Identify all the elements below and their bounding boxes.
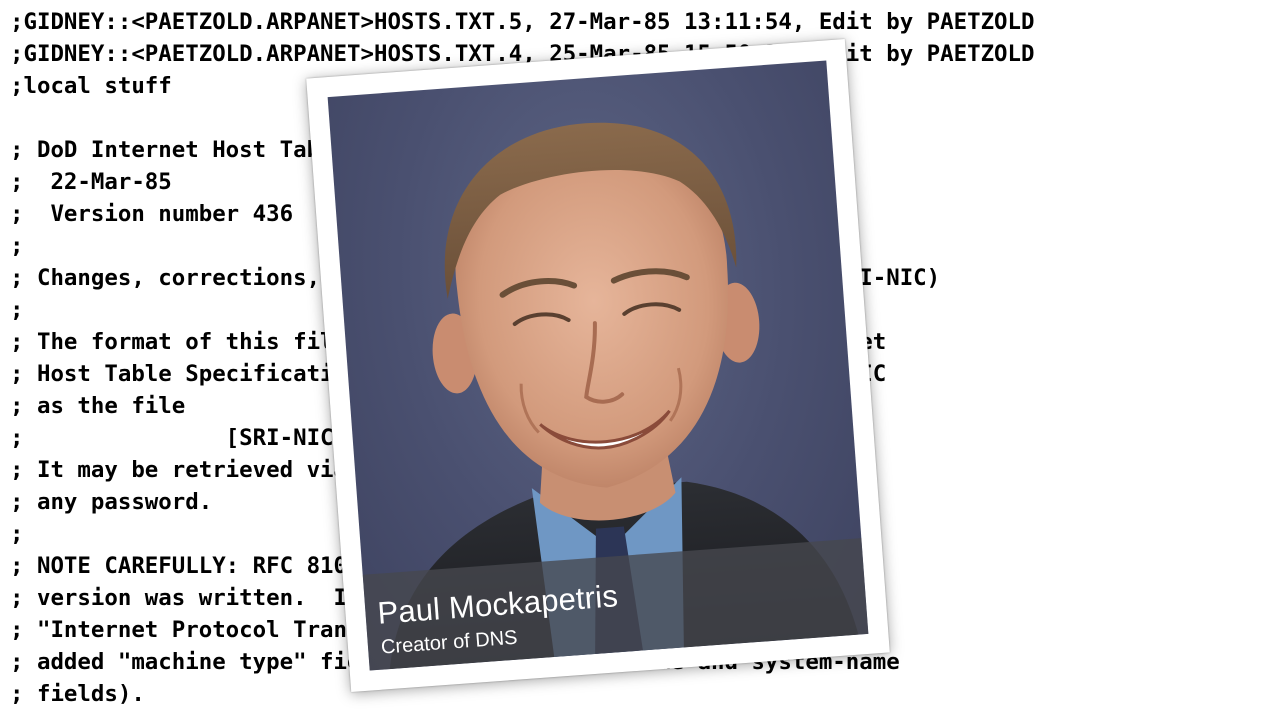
hosts-line: ;local stuff [10,73,172,99]
hosts-line: ; [10,233,24,259]
hosts-line: ; [10,521,24,547]
hosts-line: ; fields). [10,681,145,707]
hosts-line: ; Version number 436 [10,201,294,227]
portrait-card: Paul Mockapetris Creator of DNS [306,39,890,692]
person-name: Paul Mockapetris [376,578,620,631]
hosts-line: ; 22-Mar-85 [10,169,172,195]
hosts-line: ; [10,297,24,323]
hosts-line: ;GIDNEY::<PAETZOLD.ARPANET>HOSTS.TXT.5, … [10,9,1035,35]
hosts-line: ; as the file [10,393,186,419]
person-role: Creator of DNS [380,626,519,659]
portrait-photo: Paul Mockapetris Creator of DNS [327,60,869,671]
hosts-line: ; any password. [10,489,213,515]
